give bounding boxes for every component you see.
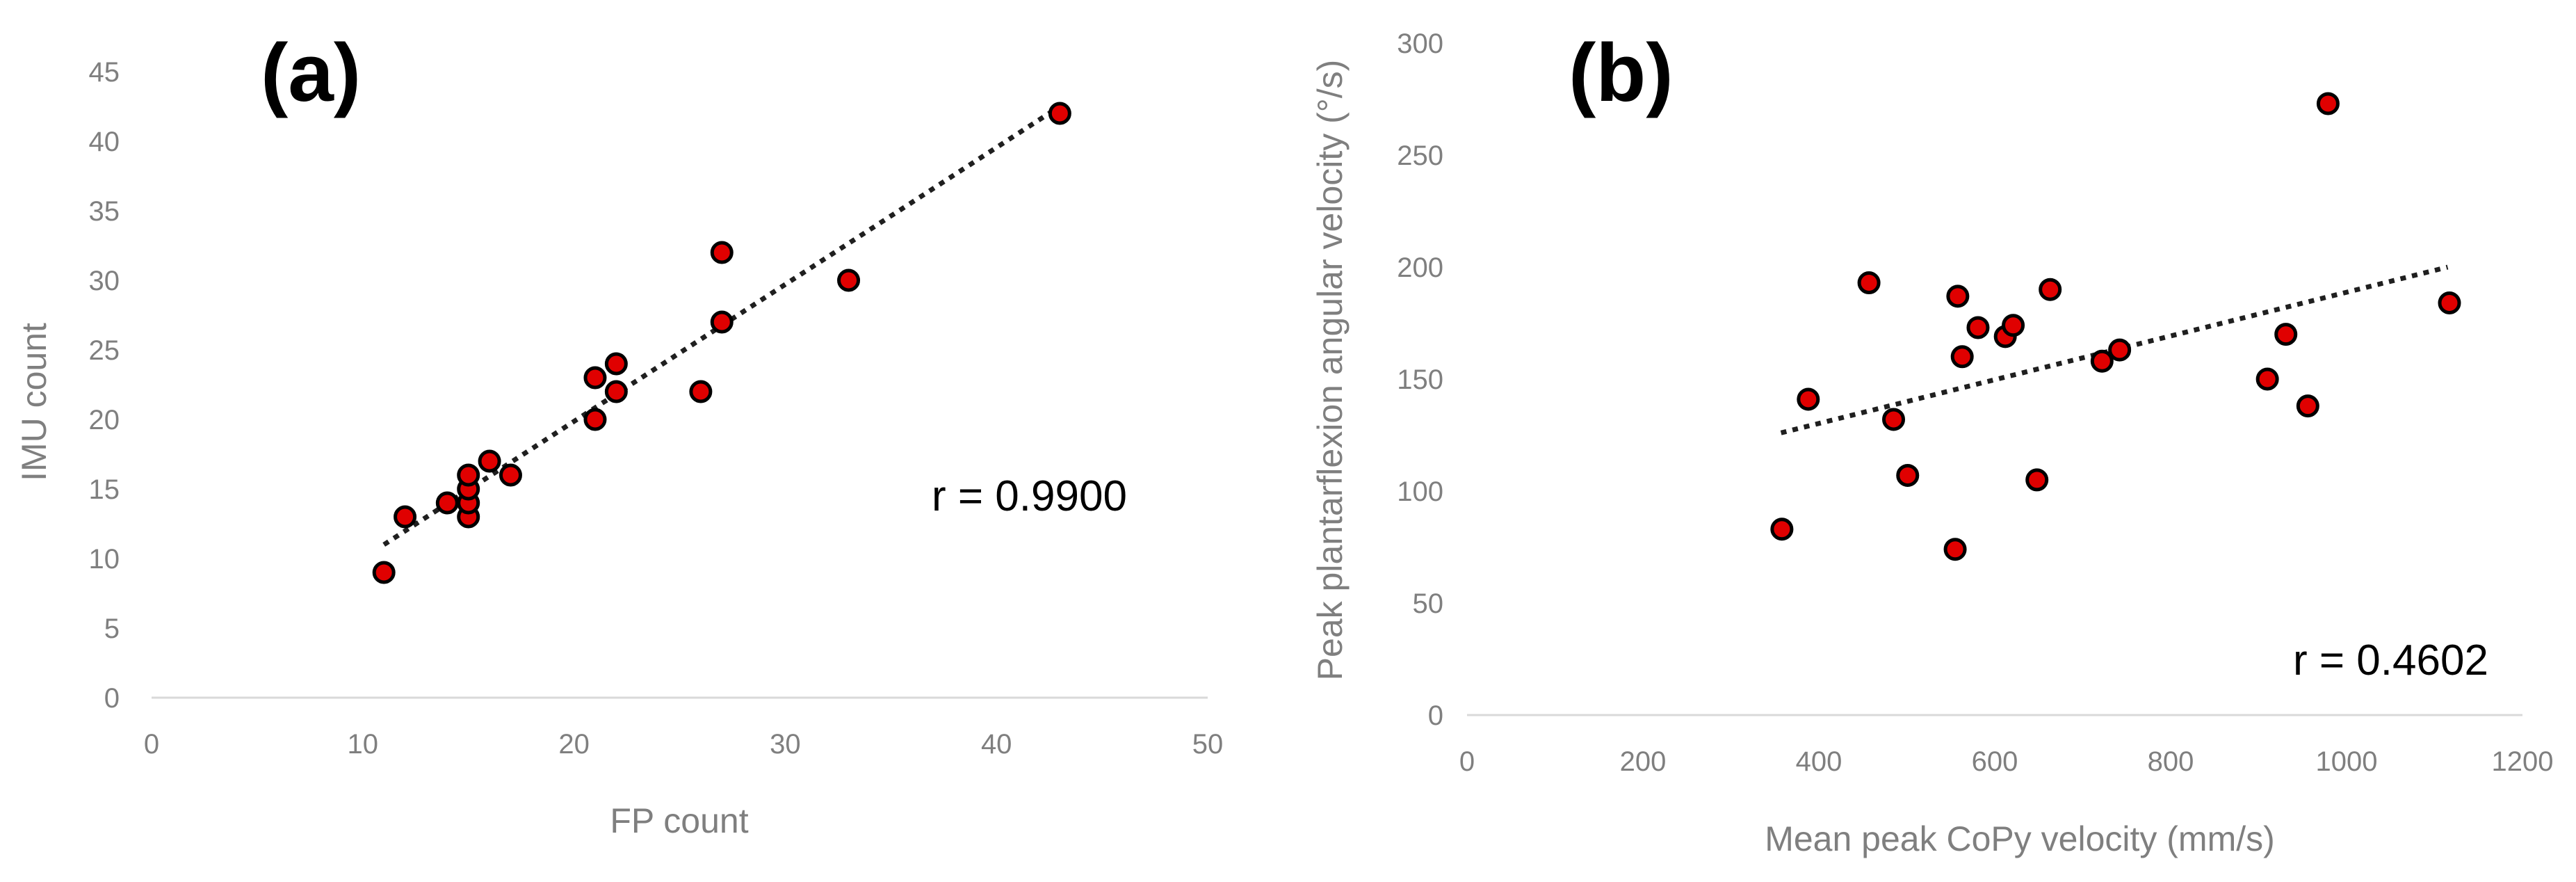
panel-b-data-point (2274, 323, 2298, 346)
panel-b-y-tick-label: 300 (1397, 29, 1443, 59)
panel-b-data-point (2316, 92, 2340, 115)
panel-b-y-tick-label: 250 (1397, 141, 1443, 171)
panel-b-y-axis-title: Peak plantarflexion angular velocity (°/… (1311, 60, 1350, 681)
panel-a-data-point (689, 380, 713, 403)
panel-a-y-tick-label: 25 (89, 335, 120, 366)
panel-a-y-tick-label: 45 (89, 57, 120, 88)
panel-a-x-tick-label: 40 (981, 729, 1012, 760)
panel-b-x-tick-label: 200 (1620, 746, 1667, 777)
panel-a-data-point (394, 505, 417, 529)
panel-a-data-point (499, 463, 522, 487)
panel-b-data-point (1943, 538, 1967, 561)
panel-b-data-point (1966, 316, 1990, 339)
panel-b: (b) r = 0.4602 Mean peak CoPy velocity (… (1311, 27, 2553, 858)
panel-b-x-axis-title: Mean peak CoPy velocity (mm/s) (1765, 819, 2275, 858)
panel-a-data-point (710, 310, 734, 334)
panel-a-x-tick-label: 50 (1192, 729, 1224, 760)
panel-a-data-point (457, 463, 480, 487)
panel-b-x-tick-label: 0 (1459, 746, 1475, 777)
panel-b-x-tick-label: 400 (1796, 746, 1842, 777)
panel-b-points (1770, 92, 2461, 561)
panel-b-y-tick-label: 200 (1397, 252, 1443, 283)
panel-b-data-point (2255, 367, 2279, 391)
panel-b-x-tick-label: 600 (1972, 746, 2018, 777)
panel-a-y-tick-label: 5 (104, 614, 120, 644)
panel-b-x-ticks: 0 200 400 600 800 1000 1200 (1459, 746, 2554, 777)
panel-a-y-tick-label: 30 (89, 266, 120, 296)
panel-a-y-tick-label: 10 (89, 544, 120, 575)
panel-a-data-point (837, 268, 861, 292)
panel-a-data-point (604, 352, 628, 376)
panel-a-x-axis-title: FP count (610, 801, 748, 840)
panel-a-data-point (583, 366, 607, 390)
panel-a-data-point (583, 408, 607, 431)
panel-a-y-axis-title: IMU count (15, 323, 54, 481)
panel-a-data-point (435, 491, 459, 515)
panel-a-x-tick-label: 20 (558, 729, 590, 760)
panel-a-label: (a) (261, 27, 361, 119)
panel-a-y-ticks: 0 5 10 15 20 25 30 35 40 45 (89, 57, 120, 714)
panel-a-data-point (604, 380, 628, 403)
panel-b-x-tick-label: 1000 (2316, 746, 2378, 777)
panel-b-data-point (1770, 518, 1794, 541)
panel-b-data-point (2108, 338, 2132, 362)
panel-b-data-point (2438, 291, 2461, 315)
panel-a-x-tick-label: 0 (144, 729, 159, 760)
panel-a-r-annotation: r = 0.9900 (932, 472, 1127, 520)
panel-a-data-point (710, 241, 734, 264)
panel-b-data-point (2002, 314, 2025, 337)
panel-a: (a) r = 0.9900 FP count IMU count 0 10 20 3… (15, 27, 1223, 840)
panel-b-data-point (1857, 271, 1881, 295)
panel-b-x-tick-label: 1200 (2492, 746, 2554, 777)
panel-a-data-point (478, 449, 501, 473)
panel-b-data-point (2090, 349, 2114, 373)
panel-a-y-tick-label: 15 (89, 474, 120, 505)
panel-b-label: (b) (1569, 27, 1674, 119)
panel-b-r-annotation: r = 0.4602 (2293, 636, 2488, 684)
panel-b-data-point (2039, 278, 2062, 301)
panel-b-data-point (1882, 408, 1906, 431)
panel-b-data-point (2025, 468, 2049, 492)
panel-a-y-tick-label: 20 (89, 405, 120, 435)
panel-b-data-point (1896, 463, 1920, 487)
panel-a-x-ticks: 0 10 20 30 40 50 (144, 729, 1223, 760)
panel-a-data-point (372, 561, 396, 584)
panel-b-data-point (1797, 387, 1820, 411)
panel-b-y-tick-label: 100 (1397, 476, 1443, 507)
panel-b-y-tick-label: 0 (1428, 700, 1443, 731)
panel-b-y-tick-label: 50 (1413, 588, 1444, 619)
panel-a-y-tick-label: 40 (89, 127, 120, 157)
panel-b-data-point (1950, 345, 1974, 369)
panel-a-points (372, 102, 1071, 584)
panel-a-y-tick-label: 35 (89, 196, 120, 227)
panel-a-x-tick-label: 30 (770, 729, 801, 760)
panel-b-data-point (2296, 394, 2319, 418)
panel-a-data-point (1048, 102, 1071, 125)
panel-b-x-tick-label: 800 (2148, 746, 2194, 777)
panel-a-x-tick-label: 10 (348, 729, 379, 760)
panel-b-y-tick-label: 150 (1397, 364, 1443, 395)
panel-b-data-point (1946, 284, 1970, 308)
panel-a-y-tick-label: 0 (104, 683, 120, 714)
panel-b-y-ticks: 0 50 100 150 200 250 300 (1397, 29, 1443, 731)
